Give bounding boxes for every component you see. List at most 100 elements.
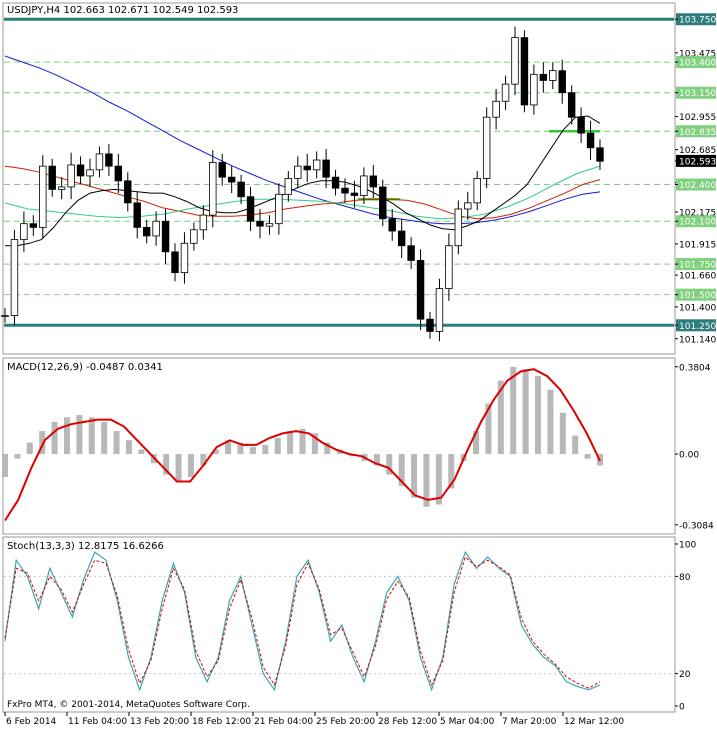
candle-body [142,226,151,237]
macd-tick-label: 0.3804 [679,363,711,373]
current-price-tag [676,154,716,167]
macd-histogram-bar [101,421,108,455]
candle-body [539,73,548,81]
candle-body [350,192,359,196]
macd-histogram-bar [125,440,132,455]
macd-histogram-bar [473,431,480,455]
stoch-tick-label: 0 [679,703,685,713]
macd-histogram-bar [76,415,83,455]
candle-body [284,177,293,195]
macd-header: MACD(12,26,9) -0.0487 0.0341 [7,362,163,373]
time-tick-label: 21 Feb 04:00 [254,717,313,727]
macd-histogram-bar [324,442,331,455]
main-header: USDJPY,H4 102.663 102.671 102.549 102.59… [7,5,238,16]
candle-body [596,147,604,162]
macd-histogram-bar [138,449,145,455]
candle-body [501,83,510,102]
candle-body [586,132,595,149]
candle-body [397,230,406,247]
time-tick-label: 18 Feb 12:00 [192,717,251,727]
candle-body [464,202,472,210]
price-tick-label: 101.750 [679,261,716,271]
stochastic-lines [4,550,674,692]
price-tick-label: 103.475 [679,49,716,59]
macd-histogram-bar [26,442,33,455]
candle-body [124,180,132,204]
macd-axis: 0.3804 0.00 -0.3084 [675,363,714,531]
candle-body [435,288,444,332]
macd-histogram-bar [572,435,579,455]
candle-body [57,186,66,190]
time-axis: 6 Feb 2014 11 Feb 04:00 13 Feb 20:00 18 Feb… [4,712,624,727]
macd-histogram-bar [373,454,380,466]
sma-green-line [4,165,601,220]
candle-body [133,202,141,228]
macd-histogram-bar [274,437,281,455]
macd-histogram-bar [435,454,442,505]
candle-body [549,70,557,81]
macd-histogram-bar [200,454,207,466]
price-candles [1,26,604,342]
macd-histogram-bar [2,454,8,477]
stoch-tick-label: 80 [679,573,691,583]
macd-histogram-bar [311,433,318,455]
time-tick-label: 12 Mar 12:00 [564,717,624,727]
macd-histogram-bar [39,431,46,455]
level-price-tag [676,178,716,191]
macd-histogram-bar [225,440,232,455]
level-price-tag [676,13,716,26]
stoch-signal-line [4,556,601,689]
candle-body [426,318,434,332]
time-tick-label: 7 Mar 20:00 [502,717,557,727]
stochastic-axis: 100 80 20 0 [675,541,696,713]
moving-averages [4,55,601,247]
candle-body [209,162,217,216]
macd-signal [4,368,601,522]
candle-body [246,196,255,222]
candle-body [492,100,500,118]
macd-histogram-bar [262,444,269,455]
candle-body [341,187,349,194]
candle-body [48,165,56,190]
candle-body [577,116,585,134]
candle-body [67,164,75,188]
macd-histogram-bar [212,449,219,455]
candle-body [294,165,302,179]
price-tick-label: 102.955 [679,113,716,123]
price-tick-label: 101.915 [679,240,716,250]
macd-histogram-bar [584,454,591,459]
candle-body [312,159,321,171]
time-tick-label: 13 Feb 20:00 [130,717,189,727]
copyright-text: FxPro MT4, © 2001-2014, MetaQuotes Softw… [7,700,250,710]
level-price-tag [676,319,716,332]
candle-body [520,37,529,106]
price-tick-label: 101.140 [679,335,716,345]
candle-body [76,164,85,177]
price-tick-label: 101.660 [679,272,716,282]
level-price-tag [676,56,716,69]
candle-body [95,153,104,171]
macd-signal-line [4,368,601,522]
candle-body [227,176,236,183]
candle-body [303,165,311,171]
macd-histogram-bar [249,447,256,455]
stoch-tick-label: 100 [679,541,696,551]
candle-body [322,159,330,178]
price-tick-label: 103.400 [679,59,716,69]
macd-histogram-bar [14,454,21,459]
macd-histogram-bar [386,454,393,475]
level-price-tag [676,258,716,271]
level-price-tag [676,125,716,138]
price-levels [4,17,674,327]
time-tick-label: 6 Feb 2014 [6,717,57,727]
stoch-main-line [4,550,601,692]
stoch-tick-label: 20 [679,670,691,680]
candle-body [454,208,463,247]
candle-body [407,245,415,261]
macd-histogram-bar [448,454,455,489]
stoch-panel [2,536,676,713]
price-tick-label: 102.593 [679,157,716,167]
candle-body [1,315,9,317]
time-tick-label: 5 Mar 04:00 [440,717,495,727]
